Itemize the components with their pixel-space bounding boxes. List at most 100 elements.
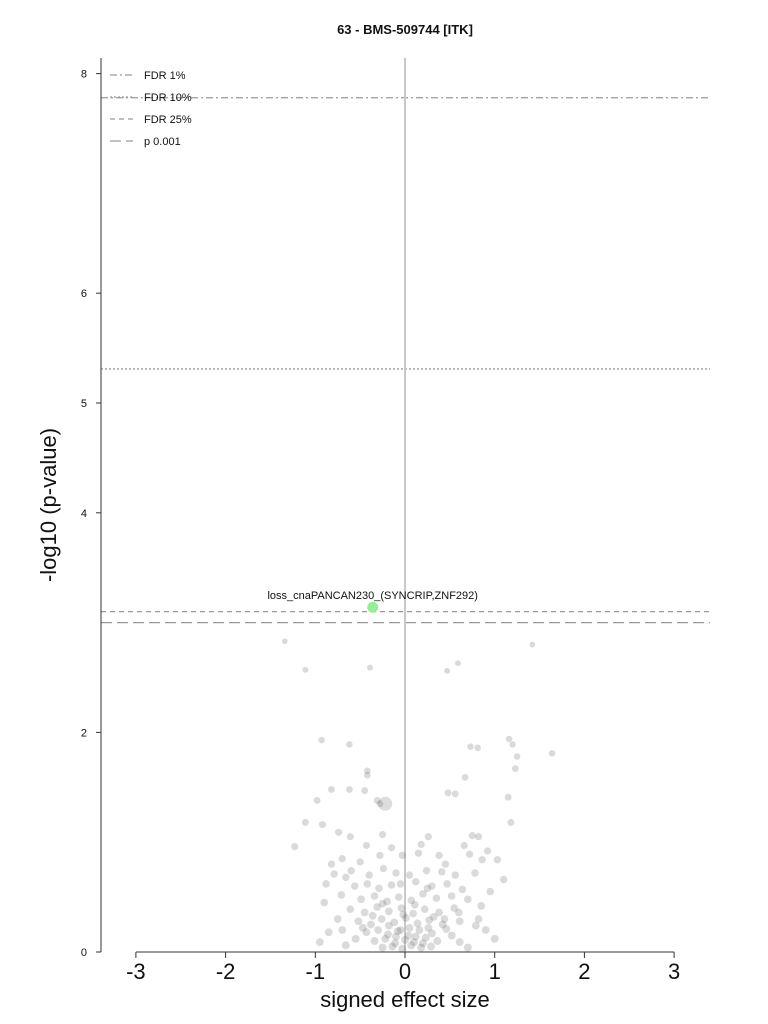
- data-point: [384, 921, 393, 930]
- legend-label: FDR 1%: [144, 70, 186, 82]
- data-point: [376, 851, 384, 860]
- data-point: [367, 920, 375, 929]
- data-point: [433, 937, 442, 945]
- data-point: [375, 884, 383, 893]
- data-point: [428, 882, 436, 890]
- data-point: [444, 667, 451, 674]
- data-point: [345, 786, 353, 793]
- data-point: [356, 858, 364, 866]
- data-point: [379, 864, 388, 873]
- data-point: [441, 860, 450, 868]
- data-point: [548, 749, 556, 757]
- legend-label: FDR 10%: [144, 92, 192, 104]
- data-point: [360, 908, 369, 917]
- data-point: [490, 934, 499, 943]
- data-point: [392, 932, 400, 941]
- data-point: [451, 871, 459, 879]
- x-tick-label: 0: [399, 959, 411, 984]
- data-point: [422, 867, 431, 875]
- data-point: [387, 844, 396, 852]
- data-point: [383, 897, 391, 906]
- data-point: [455, 938, 464, 947]
- data-point: [370, 937, 379, 945]
- data-point: [424, 923, 433, 932]
- data-point: [454, 908, 463, 917]
- data-point: [387, 881, 396, 889]
- data-point: [474, 915, 483, 923]
- data-point: [361, 787, 369, 795]
- data-point: [385, 907, 393, 916]
- data-point: [357, 895, 365, 904]
- data-point: [410, 938, 418, 947]
- y-tick-label: 5: [81, 398, 87, 410]
- data-point: [417, 840, 425, 849]
- data-point: [379, 830, 387, 839]
- data-point: [427, 929, 436, 938]
- data-point: [511, 765, 519, 772]
- data-point: [362, 841, 371, 850]
- data-point: [407, 941, 416, 950]
- data-point: [365, 871, 373, 879]
- data-point: [407, 896, 416, 905]
- data-point: [474, 833, 483, 841]
- data-point: [442, 925, 451, 933]
- data-point: [471, 869, 479, 877]
- data-point: [402, 914, 410, 922]
- data-point: [478, 856, 486, 864]
- data-point: [390, 918, 399, 927]
- y-tick-label: 8: [81, 69, 87, 81]
- data-point: [368, 911, 377, 920]
- threshold-lines: [101, 58, 710, 952]
- data-point: [376, 800, 384, 808]
- data-point: [447, 931, 456, 940]
- data-point: [301, 818, 309, 826]
- data-point: [374, 926, 383, 934]
- data-point: [381, 934, 390, 943]
- data-point: [362, 928, 371, 937]
- legend-label: FDR 25%: [144, 114, 192, 126]
- data-point: [370, 892, 379, 900]
- data-point: [477, 902, 486, 910]
- highlight-label: loss_cnaPANCAN230_(SYNCRIP,ZNF292): [267, 590, 478, 602]
- data-point: [378, 796, 393, 811]
- data-point: [358, 923, 367, 932]
- data-point: [373, 797, 381, 804]
- data-point: [398, 851, 406, 860]
- y-axis-label: -log10 (p-value): [36, 428, 61, 582]
- data-points: loss_cnaPANCAN230_(SYNCRIP,ZNF292): [267, 590, 556, 953]
- data-point: [392, 869, 400, 877]
- data-point: [391, 939, 400, 948]
- data-point: [415, 926, 424, 934]
- x-tick-label: 1: [489, 959, 501, 984]
- data-point: [461, 774, 469, 781]
- data-point: [447, 892, 456, 900]
- data-point: [427, 942, 435, 951]
- y-tick-label: 0: [81, 947, 87, 959]
- data-point: [341, 941, 350, 950]
- data-point: [378, 899, 387, 908]
- data-point: [425, 916, 434, 925]
- data-point: [324, 928, 333, 937]
- data-point: [504, 793, 512, 801]
- y-tick-label: 2: [81, 727, 87, 739]
- data-point: [421, 933, 430, 942]
- data-point: [281, 638, 288, 645]
- data-point: [505, 735, 513, 743]
- data-point: [318, 736, 325, 744]
- data-point: [318, 821, 327, 829]
- axes: 0 2 4 5 6 8 -3 -2 -1 0 1 2 3: [81, 58, 680, 984]
- data-point: [438, 920, 447, 929]
- data-point: [328, 786, 335, 793]
- data-point: [429, 912, 438, 921]
- data-point: [435, 851, 443, 860]
- y-tick-label: 6: [81, 288, 87, 300]
- data-point: [351, 882, 359, 890]
- data-point: [388, 942, 397, 951]
- data-point: [471, 921, 480, 930]
- data-point: [384, 930, 392, 939]
- legend: FDR 1% FDR 10% FDR 25% p 0.001: [110, 70, 192, 148]
- data-point: [438, 868, 446, 876]
- data-point: [419, 890, 427, 898]
- data-point: [291, 842, 299, 851]
